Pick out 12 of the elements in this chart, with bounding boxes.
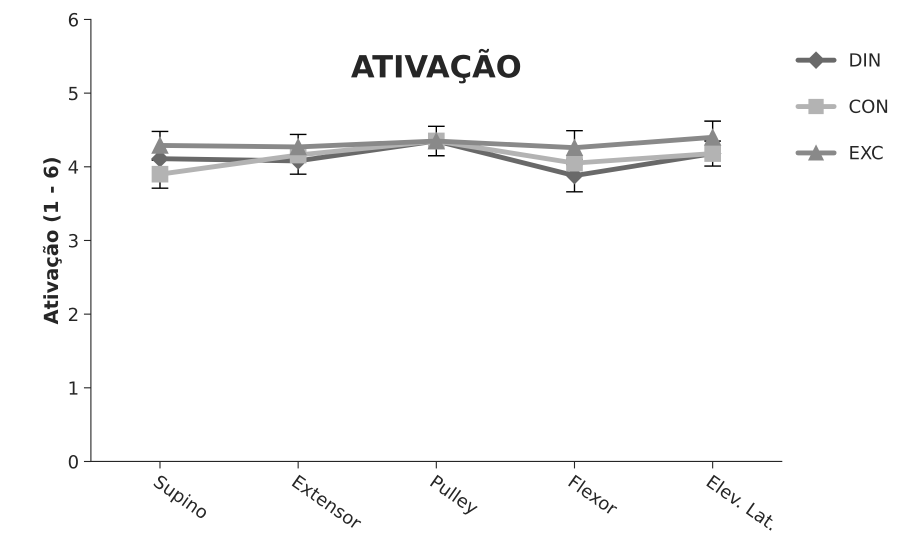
y-tick-label: 6 — [68, 12, 78, 27]
y-tick-label: 2 — [68, 308, 78, 321]
y-tick-label: 0 — [68, 454, 78, 469]
y-tick-label: 5 — [69, 86, 78, 100]
text: ATIVAÇÃO — [351, 48, 520, 84]
y-tick-label: 3 — [68, 234, 78, 248]
y-axis-title: Ativação (1 - 6) — [42, 158, 62, 324]
legend-label: DIN — [850, 53, 880, 66]
y-tick-label: 4 — [68, 160, 78, 174]
legend-label: CON — [850, 99, 888, 114]
legend-label: EXC — [850, 146, 883, 160]
y-tick-label: 1 — [70, 382, 78, 395]
